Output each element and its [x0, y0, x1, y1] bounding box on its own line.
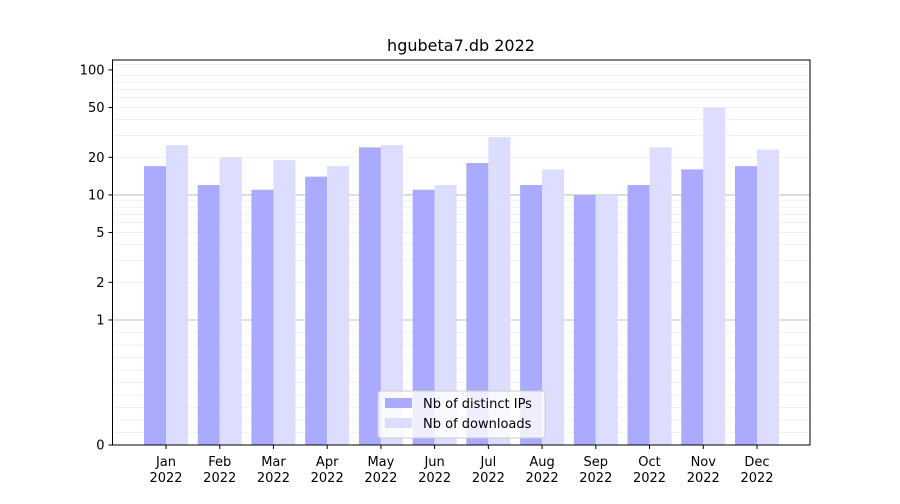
bar-distinct-ips: [144, 166, 166, 445]
y-tick-label: 5: [96, 226, 104, 241]
bar-distinct-ips: [520, 185, 543, 445]
x-tick-label-month: Nov: [691, 455, 717, 470]
x-tick-label-year: 2022: [740, 471, 773, 486]
y-tick-label: 50: [88, 101, 105, 116]
legend-frame: [377, 390, 546, 439]
x-tick-label-year: 2022: [203, 471, 236, 486]
y-tick-label: 10: [88, 188, 105, 203]
x-tick-label-month: Aug: [529, 455, 554, 470]
x-tick-label-month: May: [367, 455, 394, 470]
x-tick-label-year: 2022: [472, 471, 505, 486]
bar-downloads: [434, 185, 457, 445]
bar-distinct-ips: [305, 176, 328, 445]
x-tick-label-month: Feb: [208, 455, 231, 470]
x-tick-label-year: 2022: [311, 471, 344, 486]
bar-distinct-ips: [358, 147, 381, 446]
bar-downloads: [380, 145, 403, 445]
bar-distinct-ips: [735, 166, 757, 445]
x-tick-label-year: 2022: [633, 471, 666, 486]
bar-downloads: [327, 166, 350, 445]
x-tick-label-month: Jun: [423, 455, 444, 470]
y-tick-label: 0: [96, 439, 104, 454]
x-tick-label-year: 2022: [579, 471, 612, 486]
bar-downloads: [488, 137, 511, 445]
bar-distinct-ips: [412, 189, 435, 445]
bar-distinct-ips: [466, 163, 489, 445]
bar-distinct-ips: [251, 189, 274, 445]
x-tick-label-month: Jul: [480, 455, 497, 470]
chart-title: hgubeta7.db 2022: [387, 36, 535, 55]
legend-swatch: [385, 418, 412, 428]
y-tick-label: 1: [96, 313, 104, 328]
plot-frame: [112, 59, 811, 446]
bar-downloads: [166, 145, 188, 445]
x-tick-label-year: 2022: [149, 471, 182, 486]
y-tick-label: 20: [88, 151, 105, 166]
x-tick-label-month: Jan: [155, 455, 176, 470]
x-tick-label-month: Mar: [261, 455, 286, 470]
bar-distinct-ips: [681, 169, 704, 445]
bar-downloads: [542, 169, 565, 445]
bar-downloads: [273, 160, 296, 445]
x-tick-label-month: Apr: [316, 455, 339, 470]
bar-downloads: [649, 147, 672, 446]
x-tick-label-month: Oct: [638, 455, 660, 470]
x-tick-label-year: 2022: [526, 471, 559, 486]
bar-distinct-ips: [197, 185, 220, 445]
bar-downloads: [757, 149, 779, 446]
bar-downloads: [595, 194, 618, 445]
y-tick-label: 2: [96, 276, 104, 291]
legend-label: Nb of downloads: [423, 417, 532, 432]
x-tick-label-month: Sep: [584, 455, 609, 470]
bar-downloads: [219, 157, 242, 445]
bar-distinct-ips: [627, 185, 650, 445]
bar-downloads: [703, 107, 726, 446]
x-tick-label-year: 2022: [418, 471, 451, 486]
axis-layer: 0125102050100Jan2022Feb2022Mar2022Apr202…: [80, 63, 774, 486]
legend: Nb of distinct IPs Nb of downloads: [377, 390, 546, 439]
x-tick-label-year: 2022: [364, 471, 397, 486]
legend-label: Nb of distinct IPs: [423, 397, 532, 412]
legend-swatch: [385, 398, 412, 408]
bar-distinct-ips: [573, 194, 596, 445]
y-tick-label: 100: [80, 63, 105, 78]
x-tick-label-month: Dec: [744, 455, 769, 470]
bar-layer: [144, 107, 779, 446]
x-tick-label-year: 2022: [687, 471, 720, 486]
x-tick-label-year: 2022: [257, 471, 290, 486]
